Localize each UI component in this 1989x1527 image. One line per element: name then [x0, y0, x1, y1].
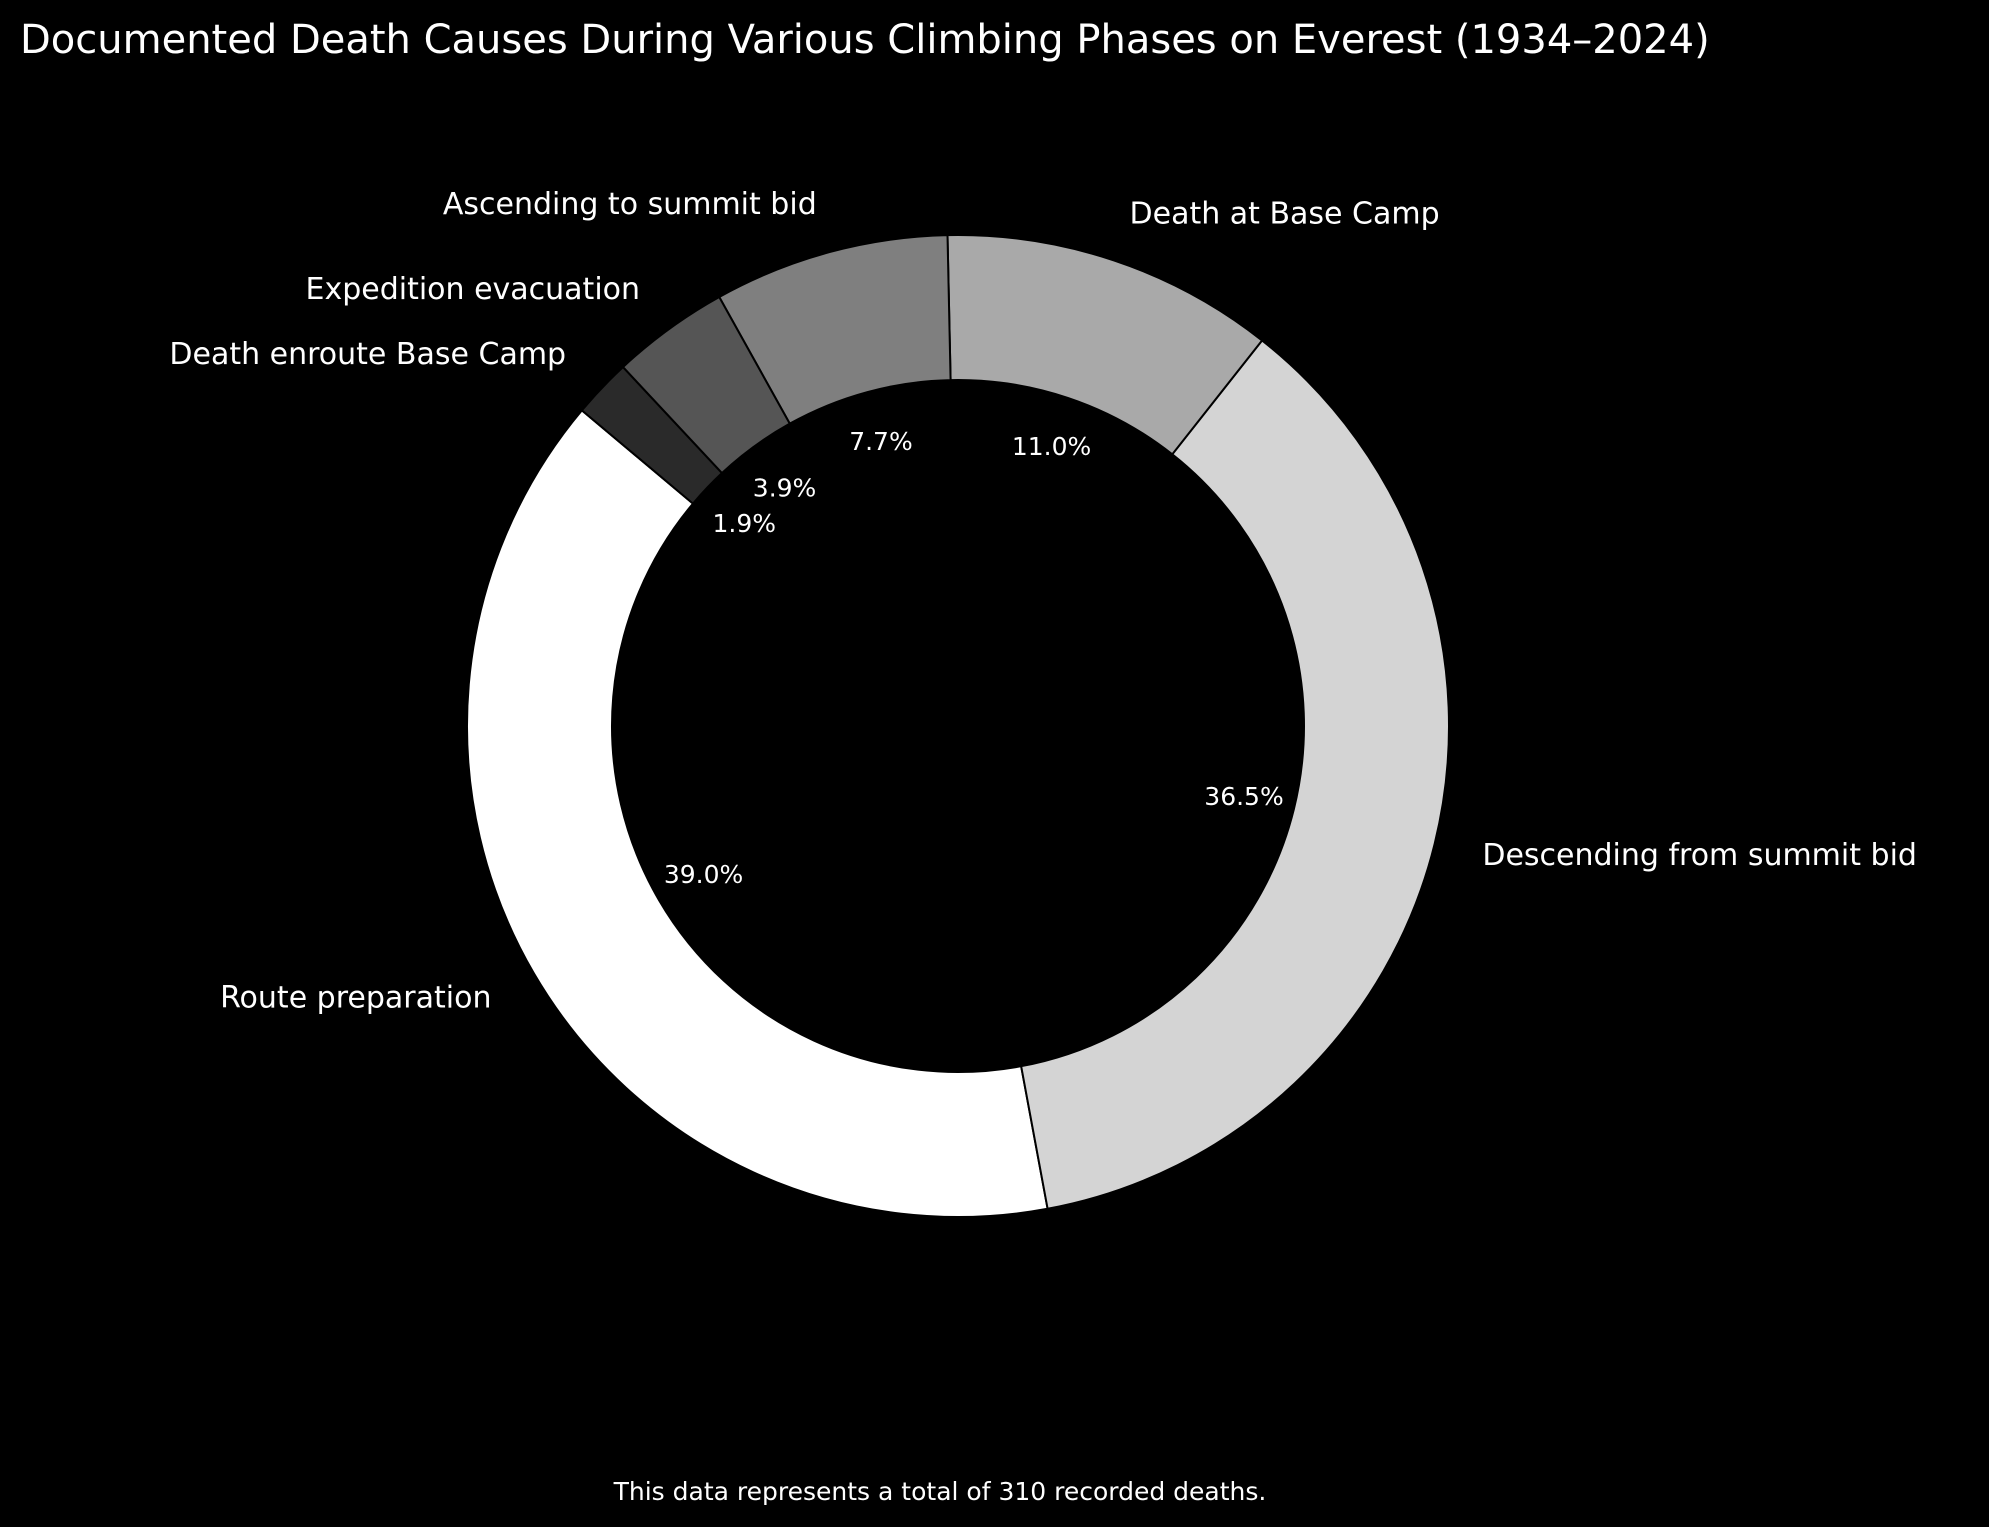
percentage-labels: 39.0% 36.5% 11.0% 7.7% 3.9% 1.9% — [664, 427, 1284, 889]
percent-descending-from-summit-bid: 36.5% — [1204, 782, 1283, 811]
label-expedition-evacuation: Expedition evacuation — [305, 272, 640, 307]
slice-route-preparation — [466, 408, 1049, 1218]
label-descending-from-summit-bid: Descending from summit bid — [1482, 838, 1917, 873]
percent-death-at-base-camp: 11.0% — [1012, 432, 1091, 461]
label-ascending-to-summit-bid: Ascending to summit bid — [443, 187, 817, 222]
label-death-enroute-base-camp: Death enroute Base Camp — [169, 337, 566, 372]
percent-ascending-to-summit-bid: 7.7% — [849, 427, 913, 456]
footnote: This data represents a total of 310 reco… — [613, 1477, 1267, 1506]
percent-death-enroute-base-camp: 1.9% — [712, 509, 776, 538]
slice-labels: Route preparation Descending from summit … — [169, 187, 1917, 1015]
label-death-at-base-camp: Death at Base Camp — [1130, 196, 1440, 231]
chart-title: Documented Death Causes During Various C… — [20, 17, 1710, 63]
slice-death-enroute-base-camp — [580, 365, 724, 506]
label-route-preparation: Route preparation — [220, 981, 491, 1016]
percent-route-preparation: 39.0% — [664, 860, 743, 889]
donut-slices — [466, 234, 1450, 1218]
percent-expedition-evacuation: 3.9% — [753, 473, 817, 502]
slice-descending-from-summit-bid — [1019, 339, 1450, 1210]
